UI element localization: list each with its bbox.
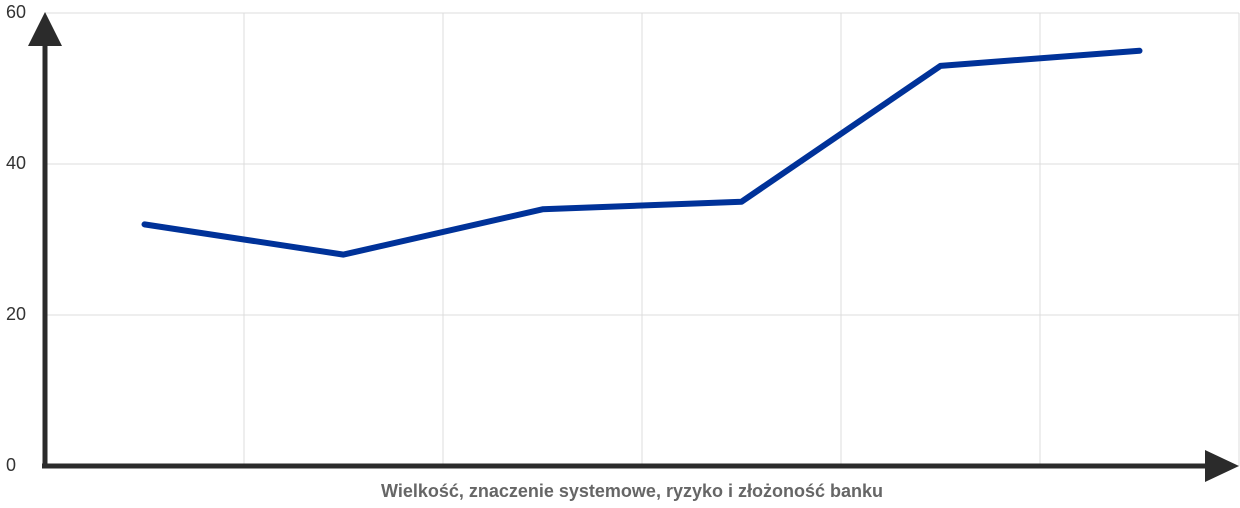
data-line — [141, 47, 1143, 258]
plot: 0 20 40 60 — [6, 2, 1143, 475]
y-tick-label: 0 — [6, 455, 16, 475]
y-tick-label: 40 — [6, 153, 26, 173]
y-axis-arrow — [28, 12, 62, 46]
y-tick-label: 60 — [6, 2, 26, 22]
x-axis-arrow — [1205, 450, 1239, 482]
x-axis-title: Wielkość, znaczenie systemowe, ryzyko i … — [381, 481, 883, 501]
y-tick-label: 20 — [6, 304, 26, 324]
